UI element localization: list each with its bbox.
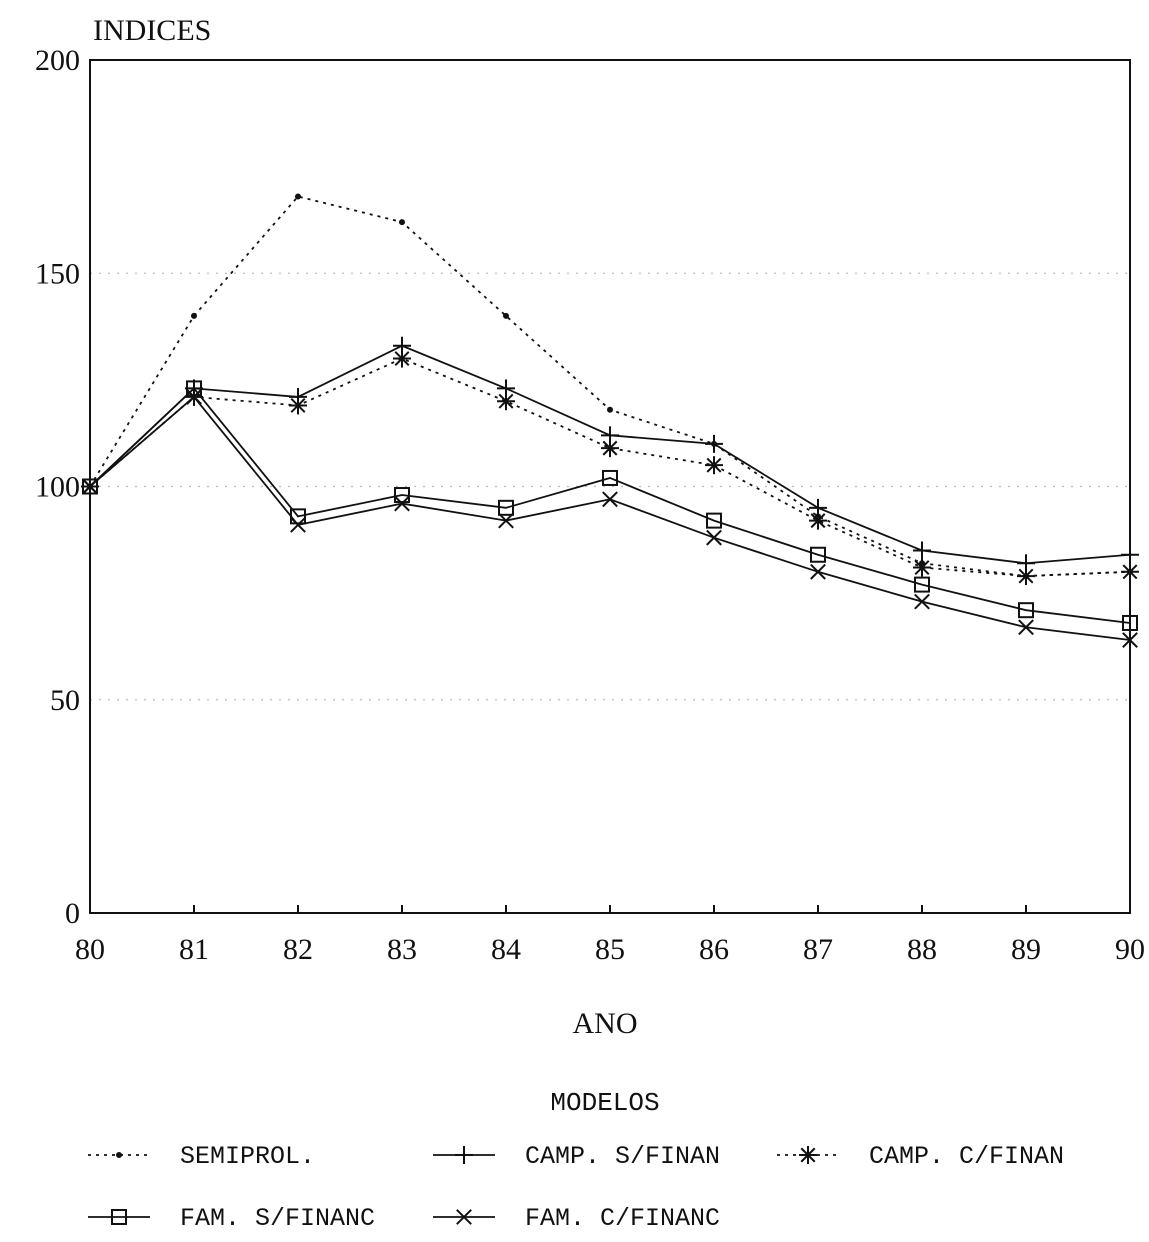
- data-point-marker-x: [810, 563, 826, 580]
- data-point-marker-plus: [455, 1146, 473, 1164]
- data-point-marker-x: [706, 529, 722, 546]
- data-point-marker-plus: [913, 541, 931, 560]
- series-line-2: [89, 357, 1131, 577]
- data-point-marker-x: [456, 1209, 472, 1225]
- series-line-3: [89, 387, 1131, 624]
- data-point-marker-square: [914, 576, 930, 593]
- data-point-marker-square: [394, 487, 410, 504]
- data-point-marker-dot: [116, 1152, 122, 1158]
- x-tick-label: 82: [283, 933, 313, 966]
- x-axis-title: ANO: [573, 1007, 638, 1040]
- y-tick-label: 150: [35, 257, 80, 290]
- data-point-marker-dot: [295, 193, 301, 200]
- legend-label: CAMP. C/FINAN: [869, 1142, 1064, 1171]
- y-tick-label: 200: [35, 44, 80, 77]
- data-point-marker-square: [111, 1209, 127, 1225]
- data-point-marker-dot: [399, 219, 405, 226]
- x-tick-label: 87: [803, 933, 833, 966]
- x-tick-label: 89: [1011, 933, 1041, 966]
- data-point-marker-x: [498, 512, 514, 529]
- data-point-marker-star: [799, 1146, 817, 1164]
- data-point-marker-star: [1121, 562, 1139, 581]
- x-tick-label: 81: [179, 933, 209, 966]
- y-tick-label: 100: [35, 471, 80, 504]
- data-point-marker-dot: [191, 312, 197, 319]
- series-group: [81, 193, 1139, 648]
- data-point-marker-star: [289, 396, 307, 415]
- x-tick-label: 84: [491, 933, 521, 966]
- axes: 0 50 100 150 200 80 81 82 83 84 85 86 87 88 89 90: [35, 44, 1145, 966]
- data-point-marker-square: [1018, 602, 1034, 619]
- data-point-marker-star: [1017, 567, 1035, 586]
- x-tick-label: 85: [595, 933, 625, 966]
- legend-label: CAMP. S/FINAN: [525, 1142, 720, 1171]
- grid: [90, 272, 1130, 701]
- data-point-marker-plus: [705, 434, 723, 453]
- data-point-marker-x: [1122, 632, 1138, 648]
- data-point-marker-dot: [503, 312, 509, 319]
- data-point-marker-x: [914, 593, 930, 610]
- data-point-marker-plus: [1121, 545, 1139, 564]
- data-point-marker-star: [913, 558, 931, 577]
- data-point-marker-star: [809, 511, 827, 530]
- data-point-marker-x: [186, 389, 202, 405]
- x-tick-label: 80: [75, 933, 105, 966]
- legend-label: FAM. S/FINANC: [180, 1204, 375, 1233]
- legend-item: FAM. C/FINANC: [433, 1204, 720, 1233]
- series-line-0: [89, 195, 1131, 577]
- data-point-marker-star: [497, 392, 515, 411]
- data-point-marker-star: [393, 349, 411, 368]
- data-point-marker-x: [290, 516, 306, 533]
- legend-label: SEMIPROL.: [180, 1142, 315, 1171]
- y-tick-label: 0: [65, 897, 80, 930]
- legend-label: FAM. C/FINANC: [525, 1204, 720, 1233]
- data-point-marker-star: [705, 456, 723, 475]
- data-point-marker-square: [706, 512, 722, 529]
- legend-item: SEMIPROL.: [88, 1142, 315, 1171]
- data-point-marker-square: [810, 546, 826, 563]
- legend-item: CAMP. S/FINAN: [433, 1142, 720, 1171]
- legend: MODELOS SEMIPROL. CAMP. S/FINAN CAMP. C/FI…: [88, 1088, 1064, 1233]
- data-point-marker-x: [82, 478, 98, 495]
- x-tick-label: 83: [387, 933, 417, 966]
- legend-item: FAM. S/FINANC: [88, 1204, 375, 1233]
- data-point-marker-dot: [607, 406, 613, 413]
- x-tick-label: 90: [1115, 933, 1145, 966]
- data-point-marker-square: [498, 499, 514, 516]
- data-point-marker-square: [82, 478, 98, 495]
- y-tick-label: 50: [50, 684, 80, 717]
- x-tick-label: 88: [907, 933, 937, 966]
- data-point-marker-square: [186, 380, 202, 397]
- data-point-marker-star: [601, 439, 619, 458]
- legend-title: MODELOS: [550, 1088, 659, 1118]
- y-axis-title: INDICES: [93, 14, 211, 47]
- data-point-marker-x: [394, 495, 410, 512]
- data-point-marker-x: [1018, 619, 1034, 636]
- data-point-marker-square: [1122, 614, 1138, 631]
- legend-item: CAMP. C/FINAN: [777, 1142, 1064, 1171]
- x-tick-label: 86: [699, 933, 729, 966]
- data-point-marker-square: [602, 469, 618, 486]
- data-point-marker-x: [602, 491, 618, 508]
